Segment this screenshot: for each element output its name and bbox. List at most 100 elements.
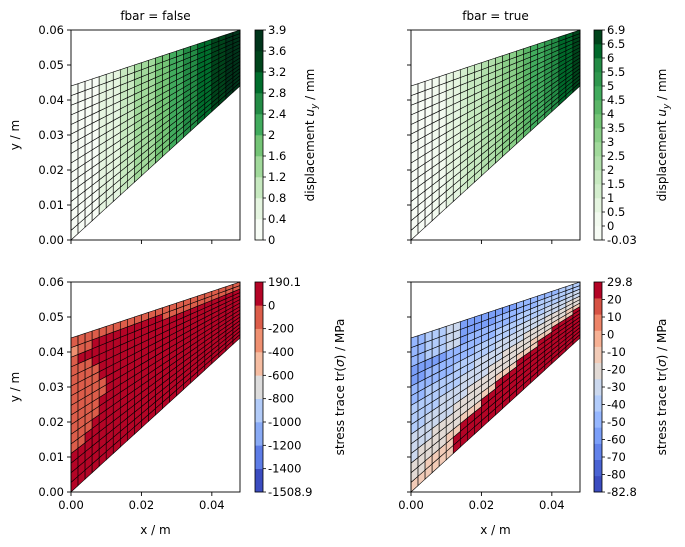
colorbar-tick-label: -400 [268, 345, 294, 359]
y-tick-label: 0.06 [38, 275, 64, 289]
colorbar-tick-label: 5 [607, 79, 614, 93]
y-tick-label: 0.02 [38, 163, 64, 177]
x-tick-label: 0.00 [58, 498, 84, 512]
colorbar-band [255, 305, 263, 329]
colorbar-band [594, 58, 602, 73]
colorbar-tick-label: 1.2 [268, 170, 286, 184]
colorbar-band [255, 30, 263, 52]
colorbar: -82.8 -80 -70 -60 -50 -40 -30 -20 -10 0 10 20 29.8 st… [593, 275, 669, 499]
colorbar-tick-label: 3.6 [268, 44, 286, 58]
y-tick-label: 0.06 [38, 23, 64, 37]
colorbar-tick-label: -1000 [268, 415, 301, 429]
colorbar-label: stress trace tr(σ) / MPa [333, 319, 347, 456]
colorbar-frame [254, 281, 264, 493]
colorbar-label-unit: / mm [655, 69, 669, 104]
colorbar-tick-label: 10 [607, 310, 622, 324]
colorbar-band [594, 100, 602, 115]
colorbar-band [594, 298, 602, 315]
colorbar-label-unit: ) / MPa [655, 319, 669, 360]
colorbar-tick-label: 20 [607, 293, 622, 307]
colorbar-band [594, 198, 602, 213]
colorbar-tick-label: 5.5 [607, 65, 625, 79]
colorbar-tick-label: 0 [268, 233, 275, 247]
y-tick-label: 0.05 [38, 310, 64, 324]
mesh [410, 29, 581, 241]
colorbar-label-subscript: y [662, 103, 672, 110]
colorbar-tick-label: 2.4 [268, 107, 286, 121]
colorbar-label-main: displacement [303, 117, 317, 202]
colorbar-band [594, 346, 602, 364]
colorbar-tick-label: 6 [607, 51, 614, 65]
colorbar-tick-label: -600 [268, 368, 294, 382]
colorbar-band [594, 226, 602, 241]
colorbar-band [594, 128, 602, 143]
colorbar-label-symbol: u [655, 109, 669, 117]
colorbar-band [594, 443, 602, 460]
colorbar-tick-label: 2 [268, 128, 275, 142]
colorbar-band [255, 219, 263, 241]
colorbar-tick-label: 0 [607, 328, 614, 342]
colorbar-label-unit: ) / MPa [333, 319, 347, 360]
colorbar-band [255, 93, 263, 115]
colorbar-band [594, 314, 602, 331]
subplot-3: 0.00 0.01 0.02 0.03 0.04 0.05 0.06 0.00 0.02 0.04… [8, 275, 347, 537]
colorbar-band [594, 86, 602, 101]
colorbar-band [255, 114, 263, 136]
colorbar-band [255, 72, 263, 94]
colorbar-band [594, 142, 602, 157]
colorbar-band [594, 30, 602, 45]
colorbar-band [594, 170, 602, 185]
colorbar-band [255, 135, 263, 157]
colorbar-tick-label: -1508.9 [268, 485, 312, 499]
colorbar-band [255, 398, 263, 423]
y-tick-label: 0.04 [38, 93, 64, 107]
colorbar-tick-label: -1400 [268, 462, 301, 476]
colorbar-tick-label: -60 [607, 433, 626, 447]
colorbar-label-main: displacement [655, 117, 669, 202]
colorbar-band [594, 475, 602, 493]
y-tick-label: 0.01 [38, 450, 64, 464]
colorbar-label: displacement uy / mm [303, 69, 320, 202]
colorbar-tick-label: 1.6 [268, 149, 286, 163]
colorbar-label: stress trace tr(σ) / MPa [655, 319, 669, 456]
colorbar-tick-label: -30 [607, 380, 626, 394]
colorbar-tick-label: -10 [607, 345, 626, 359]
colorbar-tick-label: 2 [607, 163, 614, 177]
y-tick-label: 0.04 [38, 345, 64, 359]
colorbar-label-subscript: y [310, 103, 320, 110]
colorbar-frame [593, 29, 603, 241]
x-tick-label: 0.04 [199, 498, 225, 512]
colorbar-label-main: stress trace tr( [333, 367, 347, 455]
colorbar-label: displacement uy / mm [655, 69, 672, 202]
colorbar-tick-label: 0.4 [268, 212, 286, 226]
colorbar-label-symbol: σ [655, 359, 669, 367]
x-tick-label: 0.02 [469, 498, 495, 512]
colorbar-tick-label: -40 [607, 398, 626, 412]
colorbar-tick-label: 6.5 [607, 37, 625, 51]
colorbar-tick-label: -800 [268, 392, 294, 406]
x-tick-label: 0.00 [398, 498, 424, 512]
colorbar-label-unit: / mm [303, 69, 317, 104]
colorbar-band [594, 459, 602, 477]
colorbar-tick-label: 29.8 [607, 275, 633, 289]
colorbar-label-symbol: u [303, 109, 317, 117]
y-tick-label: 0.00 [38, 485, 64, 499]
colorbar-tick-label: 0.5 [607, 205, 625, 219]
colorbar-band [255, 422, 263, 446]
colorbar-tick-label: 1.5 [607, 177, 625, 191]
y-tick-label: 0.03 [38, 128, 64, 142]
colorbar-tick-label: 0 [268, 298, 275, 312]
colorbar-tick-label: -1200 [268, 438, 301, 452]
y-tick-label: 0.02 [38, 415, 64, 429]
colorbar-tick-label: 6.9 [607, 23, 625, 37]
colorbar-band [255, 282, 263, 306]
colorbar-band [255, 51, 263, 73]
colorbar-tick-label: 4 [607, 107, 614, 121]
colorbar-tick-label: 3.5 [607, 121, 625, 135]
colorbar-band [255, 156, 263, 178]
y-tick-label: 0.03 [38, 380, 64, 394]
colorbar-band [255, 198, 263, 220]
colorbar-tick-label: -200 [268, 322, 294, 336]
